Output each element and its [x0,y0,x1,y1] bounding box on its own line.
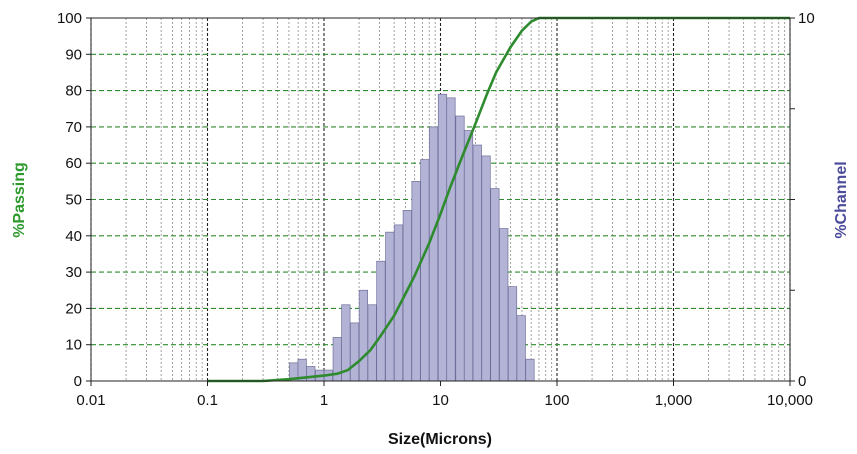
left-tick-label: 70 [65,119,82,136]
x-axis-title: Size(Microns) [388,431,492,448]
left-tick-label: 30 [65,264,82,281]
x-tick-label: 10,000 [767,392,813,409]
channel-bar [420,159,430,382]
left-tick-label: 50 [65,192,82,209]
x-tick-label: 0.1 [197,392,218,409]
x-axis-ticks: 0.01 0.1 1 10 100 1,000 10,000 [76,381,813,409]
left-axis-ticks: 0 10 20 30 40 50 60 70 80 90 100 [57,10,91,390]
x-tick-label: 1,000 [655,392,693,409]
channel-bar [428,126,439,382]
right-tick-label: 0 [798,373,806,390]
x-tick-label: 100 [544,392,569,409]
left-tick-label: 100 [57,10,82,27]
channel-bar [507,286,518,382]
channel-bar [472,144,482,382]
channel-bar [306,366,316,382]
channel-bar [349,322,360,382]
right-axis-ticks: 0 10 [790,10,815,390]
left-tick-label: 80 [65,83,82,100]
right-tick-label: 10 [798,10,815,27]
x-tick-label: 0.01 [76,392,105,409]
passing-curve [207,16,790,383]
left-tick-label: 10 [65,337,82,354]
channel-bar [376,260,386,382]
channel-bar [437,93,448,382]
channel-bars [289,93,535,382]
channel-bar [385,231,395,382]
channel-bar [358,289,369,382]
x-tick-label: 1 [320,392,328,409]
channel-bar [516,315,526,382]
x-tick-label: 10 [432,392,449,409]
channel-bar [481,155,491,382]
channel-bar [499,228,509,382]
left-tick-label: 20 [65,300,82,317]
channel-bar [490,188,500,382]
right-axis-title: %Channel [833,161,850,238]
left-tick-label: 40 [65,228,82,245]
channel-bar [525,358,535,382]
channel-bar [446,97,456,382]
left-tick-label: 0 [74,373,82,390]
left-tick-label: 60 [65,155,82,172]
channel-bar [463,130,474,382]
left-axis-title: %Passing [11,162,28,238]
left-tick-label: 90 [65,46,82,63]
